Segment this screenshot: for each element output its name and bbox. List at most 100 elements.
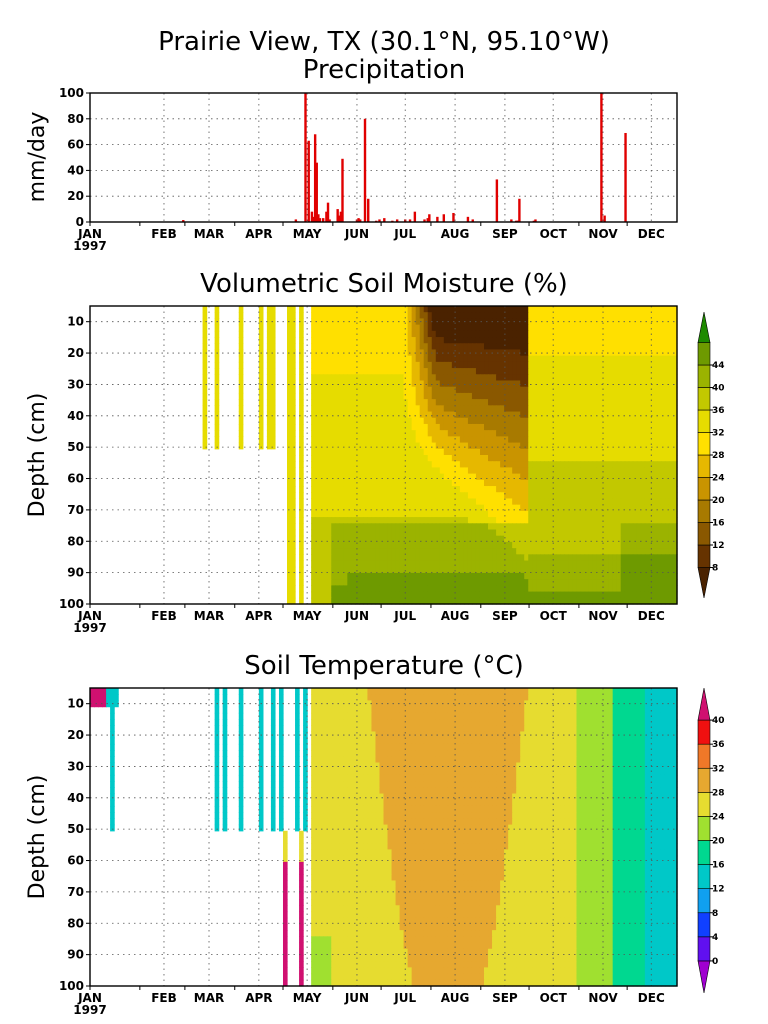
moisture-cell bbox=[564, 467, 570, 475]
moisture-cell bbox=[580, 306, 586, 313]
moisture-cell bbox=[532, 343, 537, 351]
moisture-cell bbox=[395, 535, 401, 543]
moisture-cell bbox=[528, 337, 533, 344]
moisture-cell bbox=[391, 486, 397, 493]
moisture-cell bbox=[672, 374, 678, 382]
moisture-cell bbox=[532, 529, 537, 537]
moisture-cell bbox=[492, 386, 497, 394]
moisture-cell bbox=[492, 312, 497, 320]
moisture-cell bbox=[572, 479, 578, 487]
moisture-cell bbox=[475, 504, 481, 512]
moisture-cell bbox=[668, 330, 674, 338]
moisture-cell bbox=[668, 517, 674, 524]
moisture-cell bbox=[451, 355, 457, 363]
moisture-cell bbox=[604, 411, 610, 419]
moisture-cell bbox=[379, 523, 385, 531]
moisture-cell bbox=[327, 498, 332, 506]
moisture-cell bbox=[496, 343, 501, 351]
moisture-cell bbox=[447, 324, 453, 332]
moisture-cell bbox=[532, 312, 537, 320]
moisture-cell bbox=[439, 498, 445, 506]
moisture-cell bbox=[335, 386, 340, 394]
moisture-cell bbox=[319, 361, 324, 369]
moisture-cell bbox=[371, 318, 377, 326]
moisture-cell bbox=[516, 572, 521, 580]
moisture-cell bbox=[644, 554, 650, 562]
moisture-cell bbox=[475, 442, 481, 450]
moisture-cell bbox=[447, 442, 453, 450]
moisture-cell bbox=[371, 535, 377, 543]
moisture-cell bbox=[395, 492, 401, 500]
moisture-cell bbox=[664, 455, 670, 462]
moisture-cell bbox=[395, 343, 401, 351]
moisture-cell bbox=[359, 386, 364, 394]
moisture-cell bbox=[572, 486, 578, 493]
moisture-cell bbox=[403, 355, 409, 363]
moisture-cell bbox=[576, 579, 582, 586]
moisture-cell bbox=[291, 523, 296, 531]
moisture-cell bbox=[660, 591, 666, 599]
moisture-cell bbox=[323, 541, 328, 549]
moisture-cell bbox=[520, 386, 525, 394]
moisture-cell bbox=[391, 535, 397, 543]
moisture-cell bbox=[488, 430, 493, 437]
moisture-cell bbox=[475, 560, 481, 568]
moisture-cell bbox=[540, 343, 545, 351]
temperature-cell bbox=[492, 694, 497, 702]
moisture-cell bbox=[451, 572, 457, 580]
moisture-cell bbox=[451, 306, 457, 313]
moisture-cell bbox=[572, 392, 578, 400]
moisture-cell bbox=[395, 560, 401, 568]
temperature-cell bbox=[544, 688, 549, 695]
moisture-cell bbox=[258, 399, 264, 406]
moisture-cell bbox=[339, 560, 344, 568]
moisture-cell bbox=[363, 579, 369, 586]
moisture-cell bbox=[415, 560, 421, 568]
moisture-cell bbox=[600, 467, 606, 475]
moisture-cell bbox=[355, 386, 360, 394]
moisture-cell bbox=[266, 361, 272, 369]
moisture-cell bbox=[291, 417, 296, 425]
moisture-cell bbox=[516, 411, 521, 419]
moisture-cell bbox=[584, 386, 590, 394]
moisture-cell bbox=[568, 541, 574, 549]
moisture-cell bbox=[455, 349, 461, 357]
moisture-cell bbox=[327, 479, 332, 487]
moisture-cell bbox=[644, 591, 650, 599]
moisture-cell bbox=[492, 448, 497, 456]
moisture-cell bbox=[258, 355, 264, 363]
moisture-cell bbox=[299, 455, 304, 462]
moisture-cell bbox=[668, 486, 674, 493]
temperature-cell bbox=[371, 694, 377, 702]
moisture-cell bbox=[668, 535, 674, 543]
moisture-cell bbox=[315, 461, 320, 469]
moisture-cell bbox=[415, 312, 421, 320]
moisture-cell bbox=[447, 548, 453, 555]
moisture-cell bbox=[443, 355, 449, 363]
moisture-cell bbox=[347, 448, 352, 456]
temperature-cell bbox=[379, 688, 385, 695]
moisture-cell bbox=[500, 486, 505, 493]
moisture-cell bbox=[383, 455, 389, 462]
moisture-cell bbox=[620, 411, 626, 419]
temperature-cell bbox=[580, 688, 586, 695]
moisture-cell bbox=[399, 455, 405, 462]
moisture-cell bbox=[451, 517, 457, 524]
moisture-cell bbox=[524, 566, 529, 574]
moisture-cell bbox=[319, 386, 324, 394]
moisture-cell bbox=[287, 392, 292, 400]
moisture-cell bbox=[604, 337, 610, 344]
moisture-cell bbox=[367, 430, 373, 437]
moisture-cell bbox=[628, 436, 634, 444]
moisture-cell bbox=[648, 498, 654, 506]
moisture-cell bbox=[455, 479, 461, 487]
moisture-cell bbox=[612, 306, 618, 313]
moisture-cell bbox=[516, 442, 521, 450]
moisture-cell bbox=[467, 548, 473, 555]
moisture-cell bbox=[403, 467, 409, 475]
moisture-cell bbox=[347, 591, 352, 599]
moisture-cell bbox=[299, 585, 304, 593]
moisture-cell bbox=[387, 411, 393, 419]
moisture-cell bbox=[371, 523, 377, 531]
moisture-cell bbox=[371, 504, 377, 512]
